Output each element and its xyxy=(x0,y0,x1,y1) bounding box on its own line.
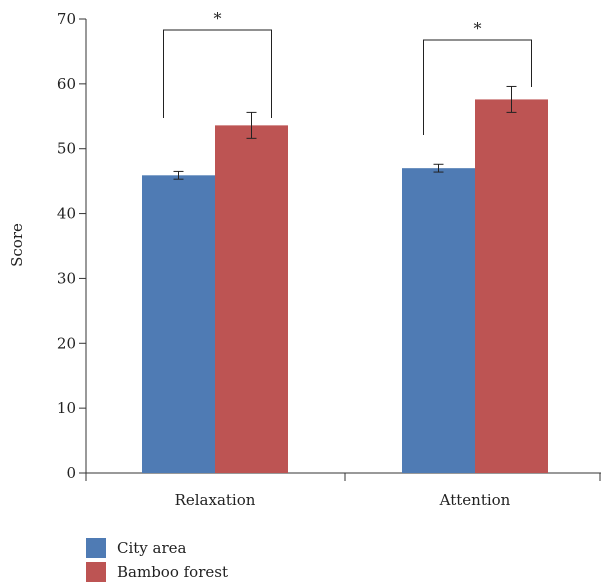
error-bars xyxy=(173,85,517,180)
legend-swatch-city-area xyxy=(86,538,106,558)
y-tick-label-40: 40 xyxy=(57,205,76,223)
significance-label-attention: * xyxy=(474,19,482,38)
x-category-label-attention: Attention xyxy=(439,491,511,509)
y-tick-label-70: 70 xyxy=(57,10,76,28)
y-tick-label-50: 50 xyxy=(57,140,76,158)
bar-attention-city-area xyxy=(402,168,475,473)
legend-label-city-area: City area xyxy=(117,539,187,557)
y-tick-label-30: 30 xyxy=(57,269,76,287)
legend-swatch-bamboo-forest xyxy=(86,562,106,582)
legend-label-bamboo-forest: Bamboo forest xyxy=(117,563,228,581)
y-tick-label-60: 60 xyxy=(57,75,76,93)
bar-relaxation-bamboo-forest xyxy=(215,125,288,473)
y-tick-label-20: 20 xyxy=(57,334,76,352)
x-category-label-relaxation: Relaxation xyxy=(175,491,256,509)
legend: City area Bamboo forest xyxy=(86,538,228,582)
x-axis: Relaxation Attention xyxy=(85,472,601,509)
bars xyxy=(142,99,548,474)
significance-brackets: ** xyxy=(163,9,532,135)
y-tick-label-10: 10 xyxy=(57,399,76,417)
significance-bracket-attention xyxy=(423,39,532,135)
significance-label-relaxation: * xyxy=(214,9,222,28)
y-axis-title: Score xyxy=(8,223,26,267)
significance-bracket-relaxation xyxy=(163,29,272,118)
y-tick-label-0: 0 xyxy=(66,464,76,482)
bar-attention-bamboo-forest xyxy=(475,99,548,474)
bar-relaxation-city-area xyxy=(142,175,215,473)
y-axis: 0 10 20 30 40 50 60 70 xyxy=(57,10,87,482)
